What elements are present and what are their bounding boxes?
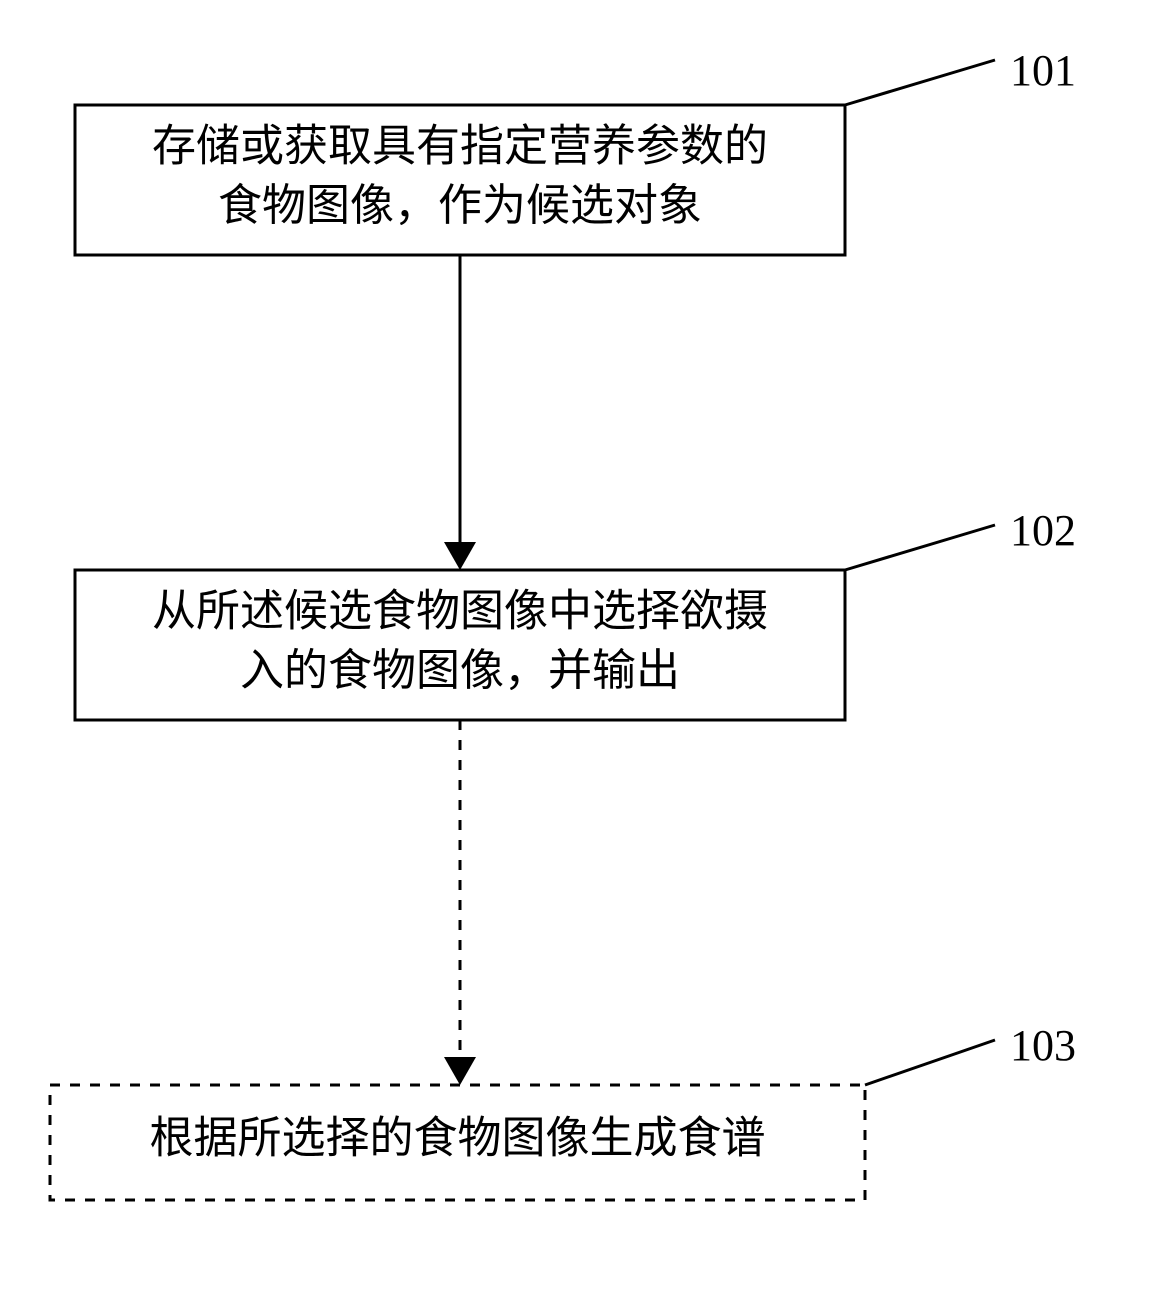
- node-text: 食物图像，作为候选对象: [218, 181, 702, 230]
- node-text: 根据所选择的食物图像生成食谱: [150, 1114, 766, 1163]
- flow-node: 存储或获取具有指定营养参数的食物图像，作为候选对象: [75, 105, 845, 255]
- node-label: 102: [1010, 506, 1076, 555]
- arrow-head-icon: [444, 542, 476, 570]
- node-text: 从所述候选食物图像中选择欲摄: [152, 586, 768, 635]
- node-text: 入的食物图像，并输出: [240, 646, 680, 695]
- arrow-head-icon: [444, 1057, 476, 1085]
- leader-line: [865, 1040, 995, 1085]
- node-label: 101: [1010, 46, 1076, 95]
- flow-edge: [444, 720, 476, 1085]
- leader-line: [845, 525, 995, 570]
- node-label: 103: [1010, 1021, 1076, 1070]
- flow-node: 根据所选择的食物图像生成食谱: [50, 1085, 865, 1200]
- flow-edge: [444, 255, 476, 570]
- flow-node: 从所述候选食物图像中选择欲摄入的食物图像，并输出: [75, 570, 845, 720]
- node-text: 存储或获取具有指定营养参数的: [152, 121, 768, 170]
- leader-line: [845, 60, 995, 105]
